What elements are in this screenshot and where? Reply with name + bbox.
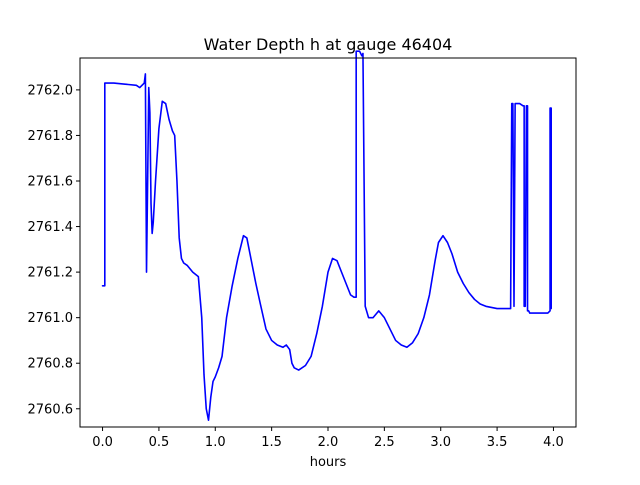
series-line xyxy=(101,50,552,421)
y-axis-ticks: 2760.6 2760.8 2761.0 2761.2 2761.4 2761.6 2761… xyxy=(28,83,80,417)
series-layer xyxy=(101,50,552,421)
x-tick-label: 1.0 xyxy=(205,435,226,450)
x-tick-label: 2.5 xyxy=(374,435,395,450)
plot-frame xyxy=(79,57,577,428)
x-tick-label: 3.5 xyxy=(487,435,508,450)
chart-title: Water Depth h at gauge 46404 xyxy=(204,35,453,54)
y-tick-label: 2762.0 xyxy=(28,83,74,98)
x-axis-ticks: 0.0 0.5 1.0 1.5 2.0 2.5 3.0 3.5 4.0 xyxy=(92,427,564,450)
x-tick-label: 4.0 xyxy=(543,435,564,450)
x-axis-label: hours xyxy=(310,455,347,470)
y-tick-label: 2761.2 xyxy=(28,266,74,281)
x-tick-label: 2.0 xyxy=(318,435,339,450)
y-tick-label: 2761.4 xyxy=(28,220,74,235)
x-tick-label: 3.0 xyxy=(430,435,451,450)
y-tick-label: 2760.8 xyxy=(28,357,74,372)
x-tick-label: 0.0 xyxy=(92,435,113,450)
y-tick-label: 2761.8 xyxy=(28,129,74,144)
y-tick-label: 2761.0 xyxy=(28,311,74,326)
y-tick-label: 2760.6 xyxy=(28,402,74,417)
x-tick-label: 0.5 xyxy=(149,435,170,450)
x-tick-label: 1.5 xyxy=(261,435,282,450)
y-tick-label: 2761.6 xyxy=(28,175,74,190)
